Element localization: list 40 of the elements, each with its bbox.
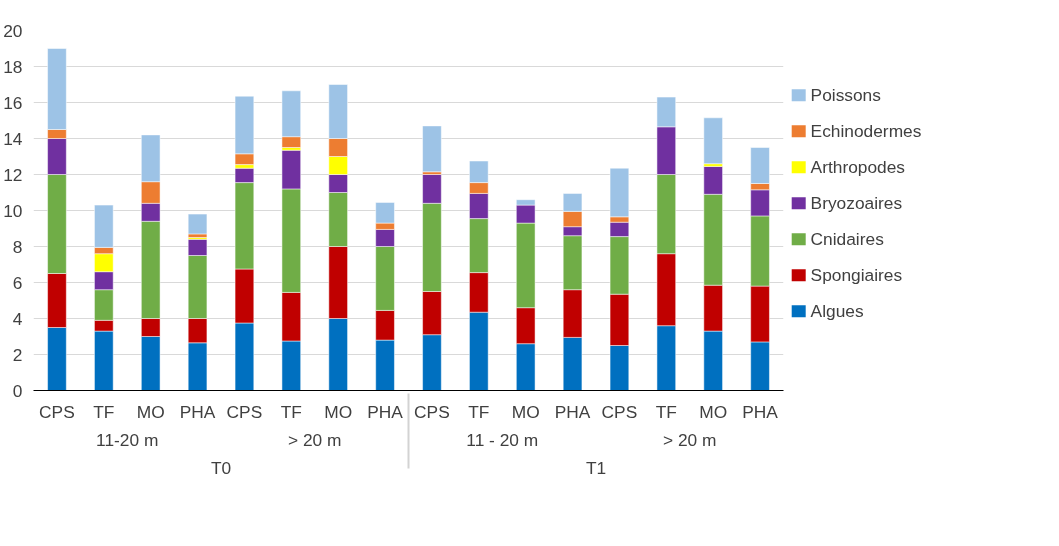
legend-label: Cnidaires xyxy=(810,229,885,250)
y-tick-label: 6 xyxy=(12,272,23,293)
y-tick-label: 0 xyxy=(12,380,23,401)
x-tick-label: CPS xyxy=(39,401,75,422)
x-tick-label: TF xyxy=(280,401,302,422)
text: 11 - 20 m xyxy=(466,429,539,450)
x-tick-label: CPS xyxy=(601,401,638,422)
legend-label: Echinodermes xyxy=(810,121,922,142)
text: > 20 m xyxy=(663,429,717,450)
legend-label: Poissons xyxy=(810,85,882,106)
x-tick-label: TF xyxy=(655,401,677,422)
legend-label: Arthropodes xyxy=(810,157,906,178)
x-tick-label: CPS xyxy=(414,401,450,422)
legend-label: Spongiaires xyxy=(810,265,903,286)
x-tick-label: MO xyxy=(136,401,165,422)
text: > 20 m xyxy=(288,429,342,450)
x-tick-label: MO xyxy=(699,401,728,422)
text: T0 xyxy=(210,457,232,478)
x-tick-label: MO xyxy=(324,401,353,422)
x-tick-label: PHA xyxy=(179,401,216,422)
x-tick-label: TF xyxy=(93,401,115,422)
x-tick-label: PHA xyxy=(554,401,591,422)
x-tick-label: MO xyxy=(511,401,540,422)
legend-label: Bryozoaires xyxy=(810,193,903,214)
x-tick-label: TF xyxy=(468,401,490,422)
x-tick-label: PHA xyxy=(742,401,779,422)
text: 11-20 m xyxy=(96,429,159,450)
legend-label: Algues xyxy=(810,301,864,322)
y-tick-label: 4 xyxy=(12,308,23,329)
x-tick-label: CPS xyxy=(226,401,263,422)
y-tick-label: 10 xyxy=(3,200,23,221)
y-tick-label: 16 xyxy=(3,92,23,113)
y-tick-label: 14 xyxy=(3,128,23,149)
text: T1 xyxy=(585,457,607,478)
y-tick-label: 20 xyxy=(3,20,23,41)
y-tick-label: 12 xyxy=(3,164,23,185)
x-tick-label: PHA xyxy=(367,401,404,422)
y-tick-label: 8 xyxy=(12,236,23,257)
y-tick-label: 18 xyxy=(3,56,23,77)
y-tick-label: 2 xyxy=(12,344,23,365)
